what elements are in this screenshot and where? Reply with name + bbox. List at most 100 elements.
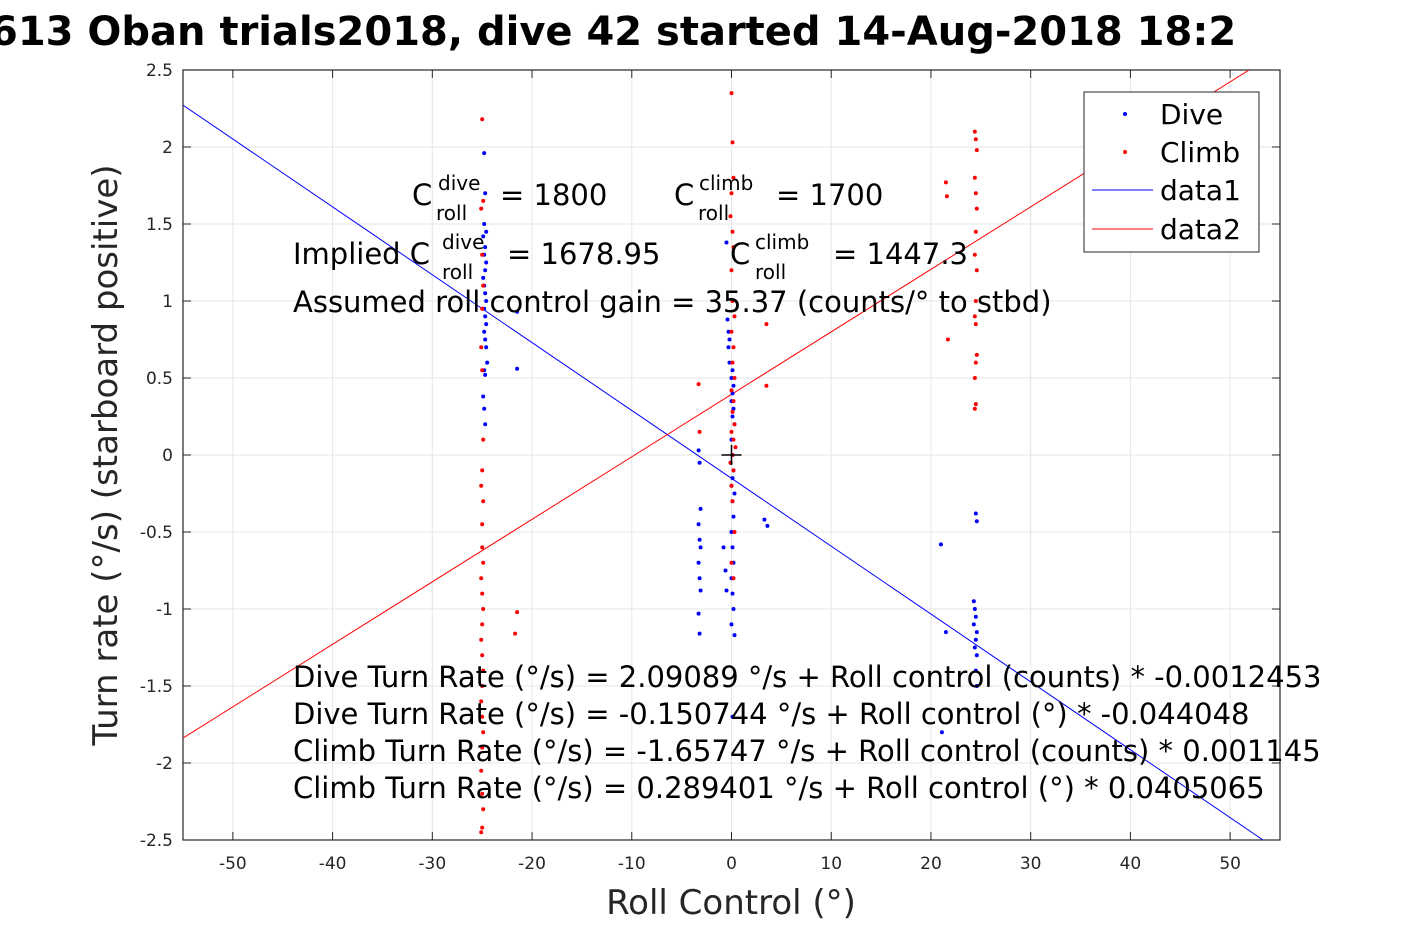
point-dive [765,523,770,528]
annotation-c-dive: C dive roll = 1800 [412,171,607,225]
point-dive [698,588,703,593]
point-dive [729,622,734,627]
point-climb [480,591,485,596]
fit-lines [183,70,1264,840]
point-climb [732,422,737,427]
point-dive [697,460,702,465]
point-climb [480,684,485,688]
point-dive [730,476,735,481]
x-tick-label: 0 [726,854,737,874]
point-climb [515,610,520,615]
point-climb [972,129,977,134]
point-climb [972,406,977,411]
c-dive-value: = 1800 [500,178,607,212]
point-dive [731,406,736,411]
point-climb [731,245,736,250]
point-climb [480,653,485,658]
point-climb [479,345,484,350]
point-climb [730,229,735,234]
point-dive [698,545,703,550]
point-dive [971,622,976,627]
point-climb [479,830,484,835]
point-climb [481,730,486,735]
point-dive [483,422,488,427]
point-dive [724,588,729,593]
implied-climb-sup: climb [755,230,809,254]
point-climb [696,382,701,387]
point-dive [483,191,488,196]
y-tick-label: -1.5 [140,677,173,697]
point-climb [973,229,978,234]
point-climb [729,329,734,334]
y-tick-label: -2.5 [140,831,173,851]
point-climb [480,622,485,627]
point-dive [974,684,979,688]
point-climb [944,194,949,199]
point-climb [943,180,948,185]
x-tick-label: 30 [1020,854,1042,874]
point-climb [481,437,486,442]
c-climb-value: = 1700 [776,178,883,212]
equation-dive-degrees: Dive Turn Rate (°/s) = -0.150744 °/s + R… [293,697,1250,731]
point-dive [729,530,734,534]
point-climb [974,148,979,153]
point-dive [482,329,487,334]
point-dive [485,360,490,365]
point-climb [479,576,484,581]
point-dive [731,607,736,611]
point-dive [731,383,736,388]
point-climb [479,699,484,704]
point-climb [972,175,977,180]
c-climb-sup: climb [699,171,753,195]
point-dive [974,630,979,635]
point-climb [481,283,486,288]
point-climb [481,198,486,203]
point-climb [731,468,736,473]
point-dive [481,394,486,399]
point-climb [764,383,769,388]
point-climb [973,360,978,365]
implied-climb-sub: roll [755,260,786,284]
point-dive [698,506,703,511]
x-tick-label: -10 [618,854,646,874]
point-climb [480,306,485,311]
point-dive [515,309,520,314]
point-dive [730,391,735,396]
x-tick-label: 50 [1219,854,1241,874]
point-dive [724,240,729,245]
legend-dive-marker [1123,112,1127,116]
point-climb [480,522,485,527]
point-dive [482,406,487,411]
x-tick-label: -30 [418,854,446,874]
point-climb [513,631,518,636]
point-climb [972,314,977,319]
point-dive [974,519,979,524]
point-climb [481,607,486,611]
y-tick-label: 2 [162,138,173,158]
x-tick-label: -50 [219,854,247,874]
origin-marker [721,445,742,465]
point-dive [484,322,489,327]
point-dive [727,337,732,342]
point-climb [974,352,979,357]
x-tick-label: 20 [920,854,942,874]
point-dive [973,511,978,516]
y-tick-label: -1 [156,600,173,620]
point-climb [481,560,486,565]
point-climb [973,402,978,407]
point-climb [973,299,978,303]
y-tick-label: 0 [162,446,173,466]
point-dive [939,730,944,735]
point-dive [762,517,767,522]
x-tick-label: -20 [518,854,546,874]
point-dive [730,591,735,596]
point-dive [973,637,978,642]
assumed-gain-text: Assumed roll control gain = 35.37 (count… [293,285,1052,319]
annotation-implied: Implied C dive roll = 1678.95 C climb ro… [293,230,968,284]
point-climb [729,191,734,196]
legend: Dive Climb data1 data2 [1083,91,1260,253]
point-climb [973,322,978,327]
point-climb [480,252,485,257]
point-climb [729,429,734,434]
point-dive [697,537,702,542]
